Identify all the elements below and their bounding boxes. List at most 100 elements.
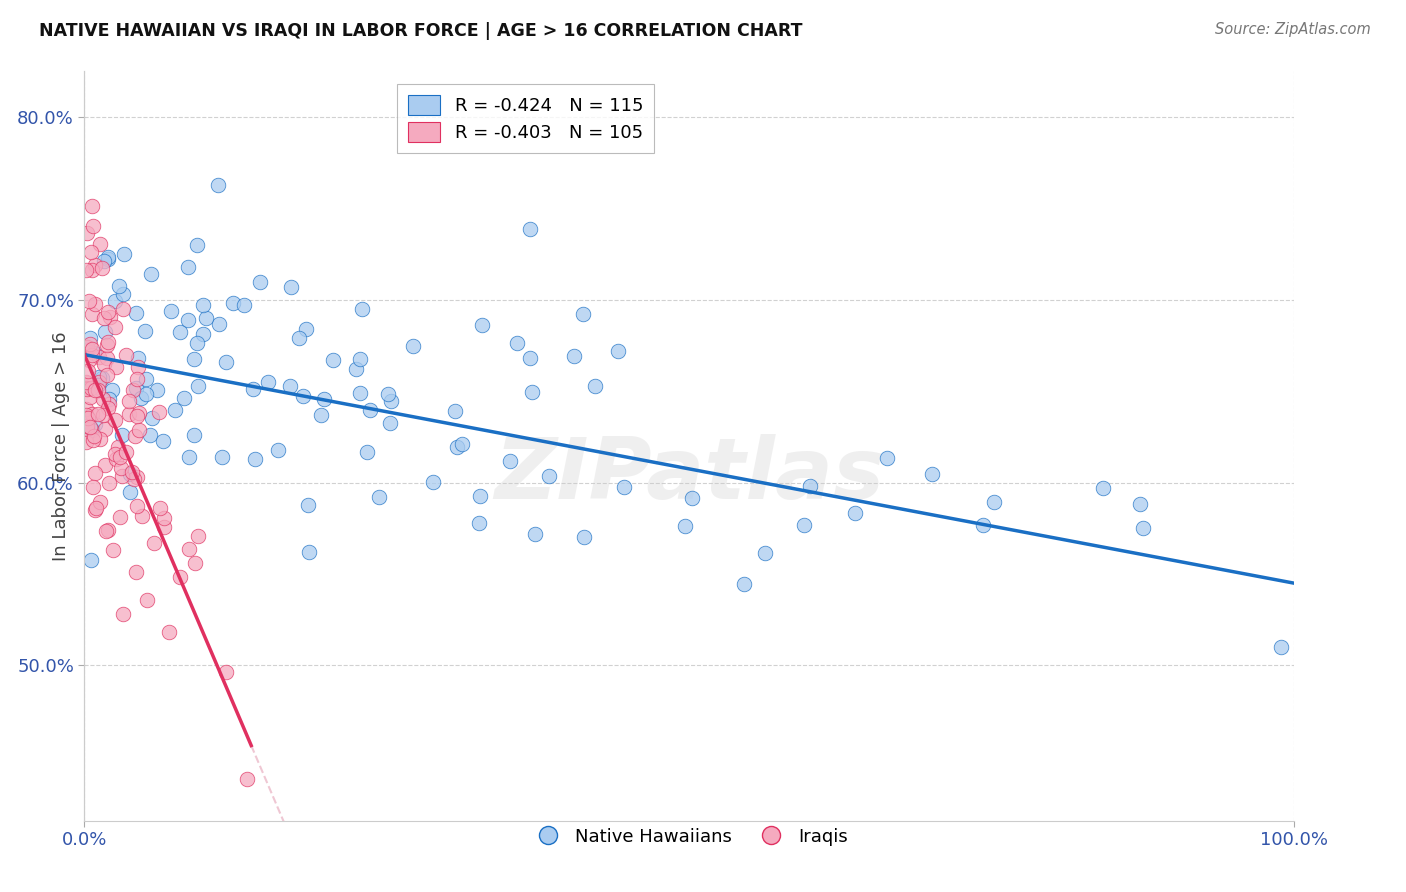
- Point: [84, 501, 107, 516]
- Point: [84, 384, 107, 398]
- Point: [359, 403, 381, 417]
- Point: [524, 526, 547, 541]
- Point: [97, 397, 120, 411]
- Point: [499, 454, 522, 468]
- Point: [312, 392, 335, 406]
- Point: [93, 357, 115, 371]
- Point: [754, 546, 776, 560]
- Point: [104, 359, 127, 374]
- Point: [127, 409, 149, 424]
- Point: [96, 338, 118, 352]
- Point: [75, 402, 97, 417]
- Point: [322, 353, 344, 368]
- Point: [352, 302, 374, 317]
- Point: [572, 530, 595, 544]
- Point: [280, 280, 302, 294]
- Point: [446, 441, 468, 455]
- Point: [86, 384, 108, 398]
- Point: [211, 450, 233, 464]
- Point: [82, 434, 104, 448]
- Point: [80, 307, 103, 321]
- Point: [101, 383, 124, 397]
- Point: [266, 443, 288, 458]
- Point: [83, 258, 105, 272]
- Point: [183, 428, 205, 442]
- Point: [214, 665, 236, 679]
- Point: [876, 450, 898, 465]
- Point: [183, 556, 205, 570]
- Point: [75, 376, 97, 390]
- Point: [104, 294, 127, 309]
- Point: [93, 326, 115, 340]
- Point: [89, 495, 111, 509]
- Y-axis label: In Labor Force | Age > 16: In Labor Force | Age > 16: [52, 331, 70, 561]
- Point: [675, 519, 697, 533]
- Point: [134, 324, 156, 338]
- Point: [91, 408, 114, 422]
- Point: [257, 375, 280, 389]
- Text: ZIPatlas: ZIPatlas: [494, 434, 884, 517]
- Point: [76, 364, 98, 378]
- Point: [83, 428, 105, 442]
- Point: [82, 480, 104, 494]
- Point: [82, 407, 104, 421]
- Point: [89, 433, 111, 447]
- Point: [82, 219, 104, 233]
- Point: [127, 372, 149, 386]
- Point: [799, 479, 821, 493]
- Point: [94, 422, 117, 436]
- Point: [921, 467, 943, 481]
- Point: [128, 406, 150, 420]
- Point: [80, 381, 103, 395]
- Point: [87, 377, 110, 392]
- Point: [76, 340, 98, 354]
- Point: [76, 410, 98, 425]
- Point: [572, 307, 595, 321]
- Point: [298, 545, 321, 559]
- Point: [733, 577, 755, 591]
- Point: [187, 378, 209, 392]
- Point: [380, 394, 402, 409]
- Point: [309, 408, 332, 422]
- Point: [79, 331, 101, 345]
- Point: [380, 416, 402, 430]
- Point: [1129, 497, 1152, 511]
- Point: [451, 437, 474, 451]
- Point: [177, 312, 200, 326]
- Point: [96, 351, 118, 366]
- Point: [101, 543, 124, 558]
- Point: [249, 275, 271, 289]
- Legend: Native Hawaiians, Iraqis: Native Hawaiians, Iraqis: [523, 821, 855, 853]
- Point: [104, 447, 127, 461]
- Point: [112, 247, 135, 261]
- Point: [844, 506, 866, 520]
- Point: [1132, 521, 1154, 535]
- Point: [278, 379, 301, 393]
- Point: [506, 336, 529, 351]
- Point: [75, 263, 97, 277]
- Point: [135, 372, 157, 386]
- Point: [118, 394, 141, 409]
- Point: [519, 222, 541, 236]
- Point: [1092, 481, 1115, 495]
- Point: [291, 388, 314, 402]
- Point: [520, 384, 543, 399]
- Point: [97, 250, 120, 264]
- Point: [97, 305, 120, 319]
- Point: [356, 445, 378, 459]
- Point: [84, 466, 107, 480]
- Point: [152, 434, 174, 448]
- Point: [91, 392, 114, 406]
- Point: [148, 404, 170, 418]
- Point: [93, 311, 115, 326]
- Point: [136, 593, 159, 607]
- Point: [186, 238, 208, 252]
- Point: [349, 351, 371, 366]
- Point: [349, 386, 371, 401]
- Point: [97, 523, 120, 537]
- Point: [115, 348, 138, 362]
- Point: [124, 565, 146, 579]
- Point: [114, 445, 136, 459]
- Point: [120, 467, 142, 481]
- Point: [98, 310, 121, 325]
